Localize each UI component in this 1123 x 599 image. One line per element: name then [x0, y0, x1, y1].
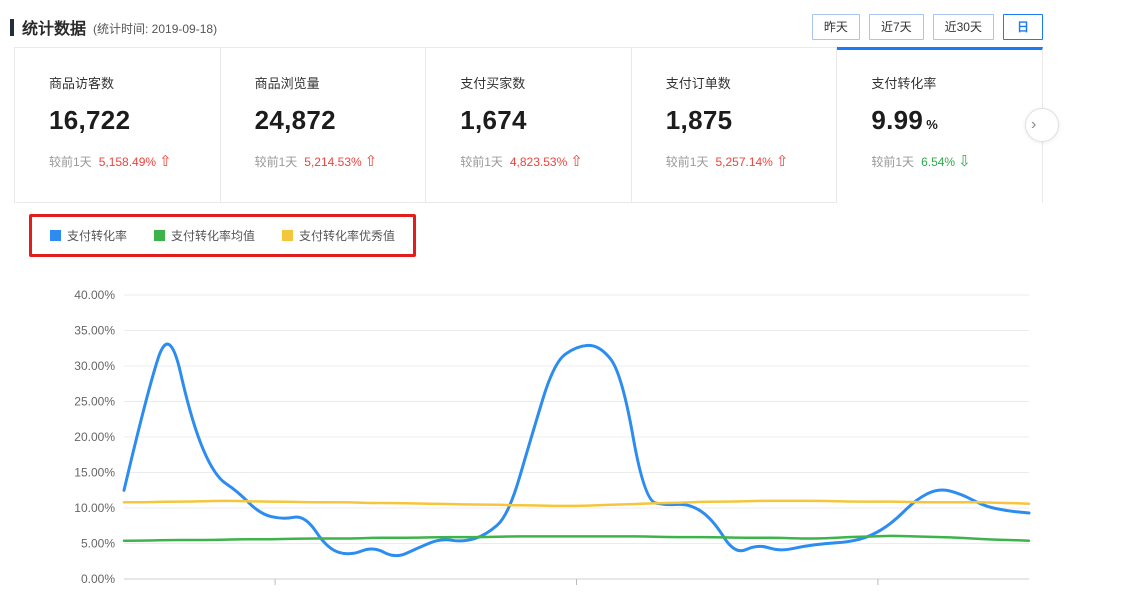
change-percent: 4,823.53%	[509, 154, 568, 169]
series-line-rate-excellent	[122, 499, 1031, 508]
legend-item-rate[interactable]: 支付转化率	[50, 227, 127, 244]
card-change-row: 较前1天 5,214.53% ⇧	[255, 153, 418, 170]
legend-item-rate-average[interactable]: 支付转化率均值	[154, 227, 255, 244]
stat-cards-row: 商品访客数 16,722 较前1天 5,158.49% ⇧ 商品浏览量 24,872 较前1天…	[14, 47, 1043, 203]
card-change-row: 较前1天 5,158.49% ⇧	[49, 153, 212, 170]
compare-period-label: 较前1天	[254, 155, 298, 169]
stat-card-paying-buyers[interactable]: 支付买家数 1,674 较前1天 4,823.53% ⇧	[426, 47, 632, 203]
card-value: 24,872	[254, 105, 336, 135]
y-tick-label: 10.00%	[74, 501, 115, 515]
chevron-right-icon: ›	[1031, 116, 1037, 133]
legend-label: 支付转化率	[67, 229, 128, 243]
time-filter-last-7-days[interactable]: 近7天	[868, 14, 924, 40]
up-arrow-icon: ⇧	[570, 153, 583, 170]
legend-swatch-rate-average	[154, 230, 166, 241]
y-tick-label: 5.00%	[81, 537, 115, 551]
time-filter-last-30-days[interactable]: 近30天	[932, 14, 994, 40]
card-value: 1,875	[665, 105, 733, 135]
title-wrap: 统计数据 (统计时间: 2019-09-18)	[10, 15, 217, 39]
card-change-row: 较前1天 4,823.53% ⇧	[460, 153, 623, 170]
compare-period-label: 较前1天	[665, 155, 709, 169]
legend-highlight-annotation: 支付转化率 支付转化率均值 支付转化率优秀值	[29, 214, 417, 257]
card-title: 商品访客数	[49, 76, 115, 91]
y-tick-label: 0.00%	[81, 572, 115, 586]
compare-period-label: 较前1天	[871, 155, 915, 169]
y-tick-label: 30.00%	[74, 359, 115, 373]
stat-card-payment-conversion-rate[interactable]: 支付转化率 9.99% 较前1天 6.54% ⇩	[837, 47, 1043, 203]
chart-svg: 40.00% 35.00% 30.00% 25.00% 20.00% 15.00% 10.0…	[74, 288, 1031, 586]
card-title: 商品浏览量	[254, 76, 320, 91]
change-percent: 5,158.49%	[98, 154, 157, 169]
card-value: 16,722	[49, 105, 131, 135]
title-accent-bar	[10, 18, 14, 36]
up-arrow-icon: ⇧	[364, 153, 378, 170]
next-cards-button[interactable]: ›	[1025, 108, 1059, 142]
change-percent: 5,214.53%	[304, 154, 362, 169]
time-filter-yesterday[interactable]: 昨天	[811, 14, 860, 40]
card-value: 1,674	[460, 105, 527, 135]
card-title: 支付转化率	[871, 76, 937, 91]
change-percent: 5,257.14%	[715, 154, 773, 169]
legend-swatch-rate-excellent	[282, 230, 294, 241]
time-filter-group: 昨天 近7天 近30天日	[811, 14, 1043, 40]
time-filter-day[interactable]: 日	[1002, 14, 1043, 40]
card-change-row: 较前1天 6.54% ⇩	[871, 153, 1034, 170]
y-tick-label: 40.00%	[74, 288, 115, 302]
legend-label: 支付转化率均值	[171, 229, 256, 243]
statistics-panel: 商品访客数 16,722 较前1天 5,158.49% ⇧ 商品浏览量 24,872 较前1天…	[14, 47, 1059, 594]
legend-label: 支付转化率优秀值	[299, 229, 396, 243]
statistics-time-label: (统计时间: 2019-09-18)	[93, 21, 218, 36]
legend-item-rate-excellent[interactable]: 支付转化率优秀值	[282, 227, 395, 244]
legend-swatch-rate	[50, 230, 61, 241]
card-title: 支付订单数	[665, 76, 731, 91]
stat-card-product-pageviews[interactable]: 商品浏览量 24,872 较前1天 5,214.53% ⇧	[220, 47, 427, 203]
card-title: 支付买家数	[460, 76, 526, 91]
stat-card-product-visitors[interactable]: 商品访客数 16,722 较前1天 5,158.49% ⇧	[14, 47, 221, 203]
page-title: 统计数据	[22, 21, 87, 38]
y-tick-label: 25.00%	[74, 395, 115, 409]
card-value-unit: %	[926, 117, 939, 132]
y-tick-label: 15.00%	[74, 466, 115, 480]
page-header: 统计数据 (统计时间: 2019-09-18) 昨天 近7天 近30天日	[10, 14, 1043, 40]
series-line-rate-average	[122, 534, 1031, 542]
change-percent: 6.54%	[921, 154, 956, 169]
card-value: 9.99%	[871, 105, 939, 135]
stat-card-payment-orders[interactable]: 支付订单数 1,875 较前1天 5,257.14% ⇧	[631, 47, 838, 203]
compare-period-label: 较前1天	[49, 155, 92, 169]
y-tick-label: 35.00%	[74, 324, 115, 338]
down-arrow-icon: ⇩	[958, 153, 971, 170]
y-tick-label: 20.00%	[74, 430, 115, 444]
up-arrow-icon: ⇧	[775, 153, 789, 170]
up-arrow-icon: ⇧	[159, 153, 172, 170]
compare-period-label: 较前1天	[460, 155, 503, 169]
series-line-rate	[122, 342, 1031, 558]
conversion-rate-chart: 40.00% 35.00% 30.00% 25.00% 20.00% 15.00% 10.0…	[14, 287, 1041, 594]
chart-legend: 支付转化率 支付转化率均值 支付转化率优秀值	[50, 227, 395, 244]
card-change-row: 较前1天 5,257.14% ⇧	[666, 153, 829, 170]
